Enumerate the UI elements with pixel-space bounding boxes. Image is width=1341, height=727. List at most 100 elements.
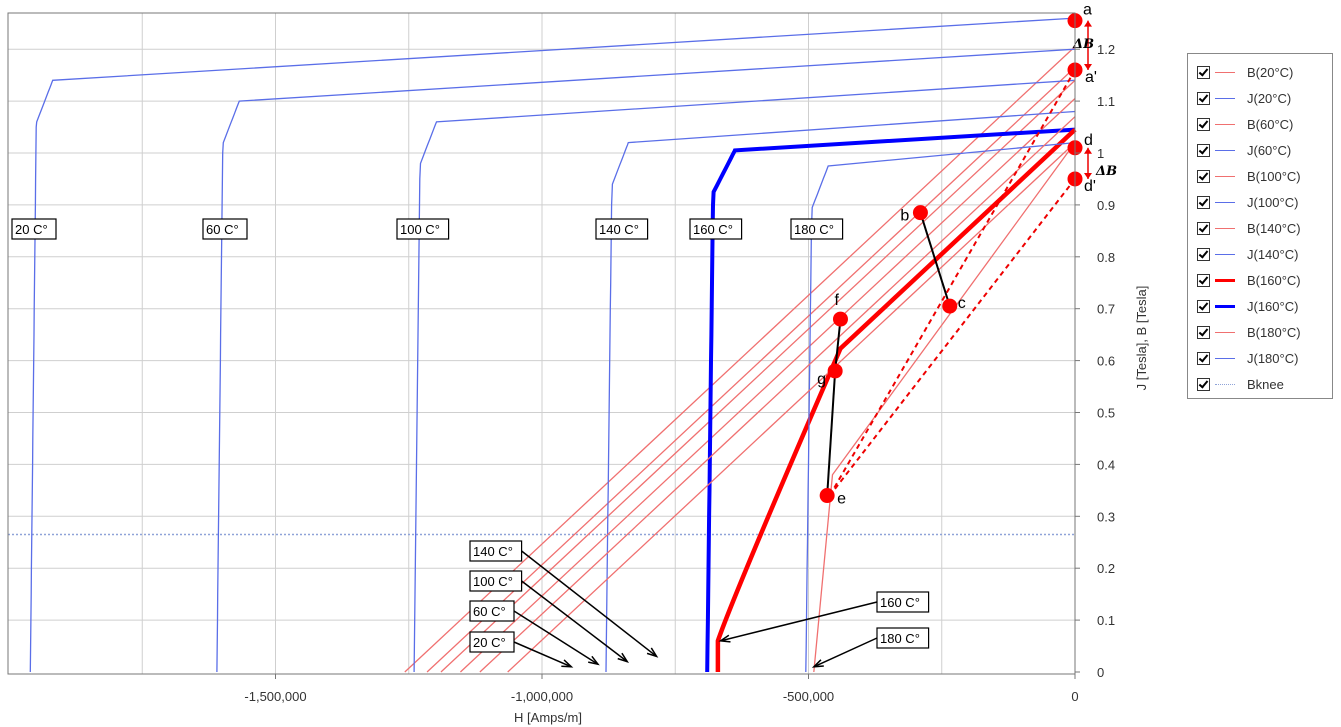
delta-arrow-head [1084,147,1092,154]
legend-checkbox-icon[interactable] [1197,143,1210,157]
legend-item[interactable]: B(20°C) [1197,59,1332,85]
callout-arrowhead [646,647,659,658]
y-tick-label: 1.2 [1097,42,1115,57]
legend-swatch [1215,304,1235,308]
legend-label: B(60°C) [1247,116,1294,132]
callout-label: 180 C° [880,631,920,646]
j-curve [605,110,1076,673]
callout-label: 20 C° [473,635,506,650]
legend-label: B(160°C) [1247,272,1301,288]
legend-item[interactable]: J(60°C) [1197,137,1332,163]
legend-label: J(180°C) [1247,350,1299,366]
j-curve [705,127,1076,673]
curve-label: 160 C° [693,222,733,237]
legend-item[interactable]: B(60°C) [1197,111,1332,137]
connector-segment [826,370,837,496]
b-curve [459,98,1076,673]
curve-label: 60 C° [206,222,239,237]
legend-item[interactable]: J(100°C) [1197,189,1332,215]
b-curve [440,79,1076,673]
curve-label-box [689,218,743,240]
b-curve [404,46,1076,673]
curve-label-box [202,218,248,240]
legend-item[interactable]: Bknee [1197,371,1332,397]
point-label: c [958,295,966,312]
legend-swatch [1215,97,1235,99]
callout-box [469,570,523,592]
y-axis-ticks: 0 0.1 0.2 0.3 0.4 0.5 0.6 0.7 0.8 0.9 1 1.1 1.2 [1075,42,1115,680]
y-tick-label: 0.2 [1097,561,1115,576]
legend-swatch [1215,175,1235,177]
point-label: f [834,292,839,309]
curve-label: 140 C° [599,222,639,237]
curve-label: 180 C° [794,222,834,237]
point-label: b [900,208,909,225]
y-tick-label: 0.5 [1097,406,1115,421]
legend-item[interactable]: B(100°C) [1197,163,1332,189]
callout-label: 160 C° [880,595,920,610]
callout-label: 100 C° [473,574,513,589]
b-curve-extra [507,142,1076,673]
legend-label: J(100°C) [1247,194,1299,210]
legend-label: B(20°C) [1247,64,1294,80]
legend-checkbox-icon[interactable] [1197,325,1210,339]
legend-checkbox-icon[interactable] [1197,351,1210,365]
callout-box [876,627,930,649]
legend-item[interactable]: J(160°C) [1197,293,1332,319]
x-tick-label: -1,500,000 [244,689,306,704]
point-label: e [837,491,846,508]
x-tick-label: -500,000 [783,689,834,704]
y-tick-label: 1 [1097,146,1104,161]
legend-checkbox-icon[interactable] [1197,91,1210,105]
legend-item[interactable]: B(180°C) [1197,319,1332,345]
legend-label: J(20°C) [1247,90,1292,106]
legend-checkbox-icon[interactable] [1197,221,1210,235]
callout-label: 60 C° [473,604,506,619]
delta-arrow-head [1084,20,1092,27]
j-curve [805,141,1076,673]
callout-line [513,610,599,665]
j-curve [413,79,1076,673]
x-tick-label: 0 [1071,689,1078,704]
legend-label: J(140°C) [1247,246,1299,262]
legend-swatch [1215,383,1235,385]
legend-item[interactable]: B(140°C) [1197,215,1332,241]
callout-line [813,637,878,668]
series-curves [29,17,1077,673]
curve-label: 20 C° [15,222,48,237]
legend-swatch [1215,331,1235,333]
delta-b-label: ΔB [1095,164,1117,179]
y-tick-label: 0.6 [1097,354,1115,369]
legend-item[interactable]: J(180°C) [1197,345,1332,371]
legend-item[interactable]: J(140°C) [1197,241,1332,267]
delta-arrow-head [1084,63,1092,70]
legend-item[interactable]: B(160°C) [1197,267,1332,293]
delta-arrow-head [1084,172,1092,179]
callout-arrowhead [811,659,824,668]
y-tick-label: 1.1 [1097,94,1115,109]
point-label: d' [1084,178,1096,195]
x-axis-ticks: -1,500,000 -1,000,000 -500,000 0 [244,674,1079,704]
legend-checkbox-icon[interactable] [1197,65,1210,79]
legend-checkbox-icon[interactable] [1197,377,1210,391]
curve-label-box [595,218,649,240]
legend-swatch [1215,253,1235,255]
legend-checkbox-icon[interactable] [1197,273,1210,287]
callout-arrowhead [617,652,630,663]
b-curve [813,142,1076,673]
point-label: d [1084,132,1093,149]
legend-label: B(140°C) [1247,220,1301,236]
legend-checkbox-icon[interactable] [1197,169,1210,183]
callout-box [469,631,515,653]
point-marker [832,311,848,327]
legend-checkbox-icon[interactable] [1197,117,1210,131]
legend-checkbox-icon[interactable] [1197,195,1210,209]
legend-checkbox-icon[interactable] [1197,247,1210,261]
legend-item[interactable]: J(20°C) [1197,85,1332,111]
grid-lines [8,13,1075,674]
x-tick-label: -1,000,000 [511,689,573,704]
legend-checkbox-icon[interactable] [1197,299,1210,313]
callout-arrowhead [588,655,600,666]
